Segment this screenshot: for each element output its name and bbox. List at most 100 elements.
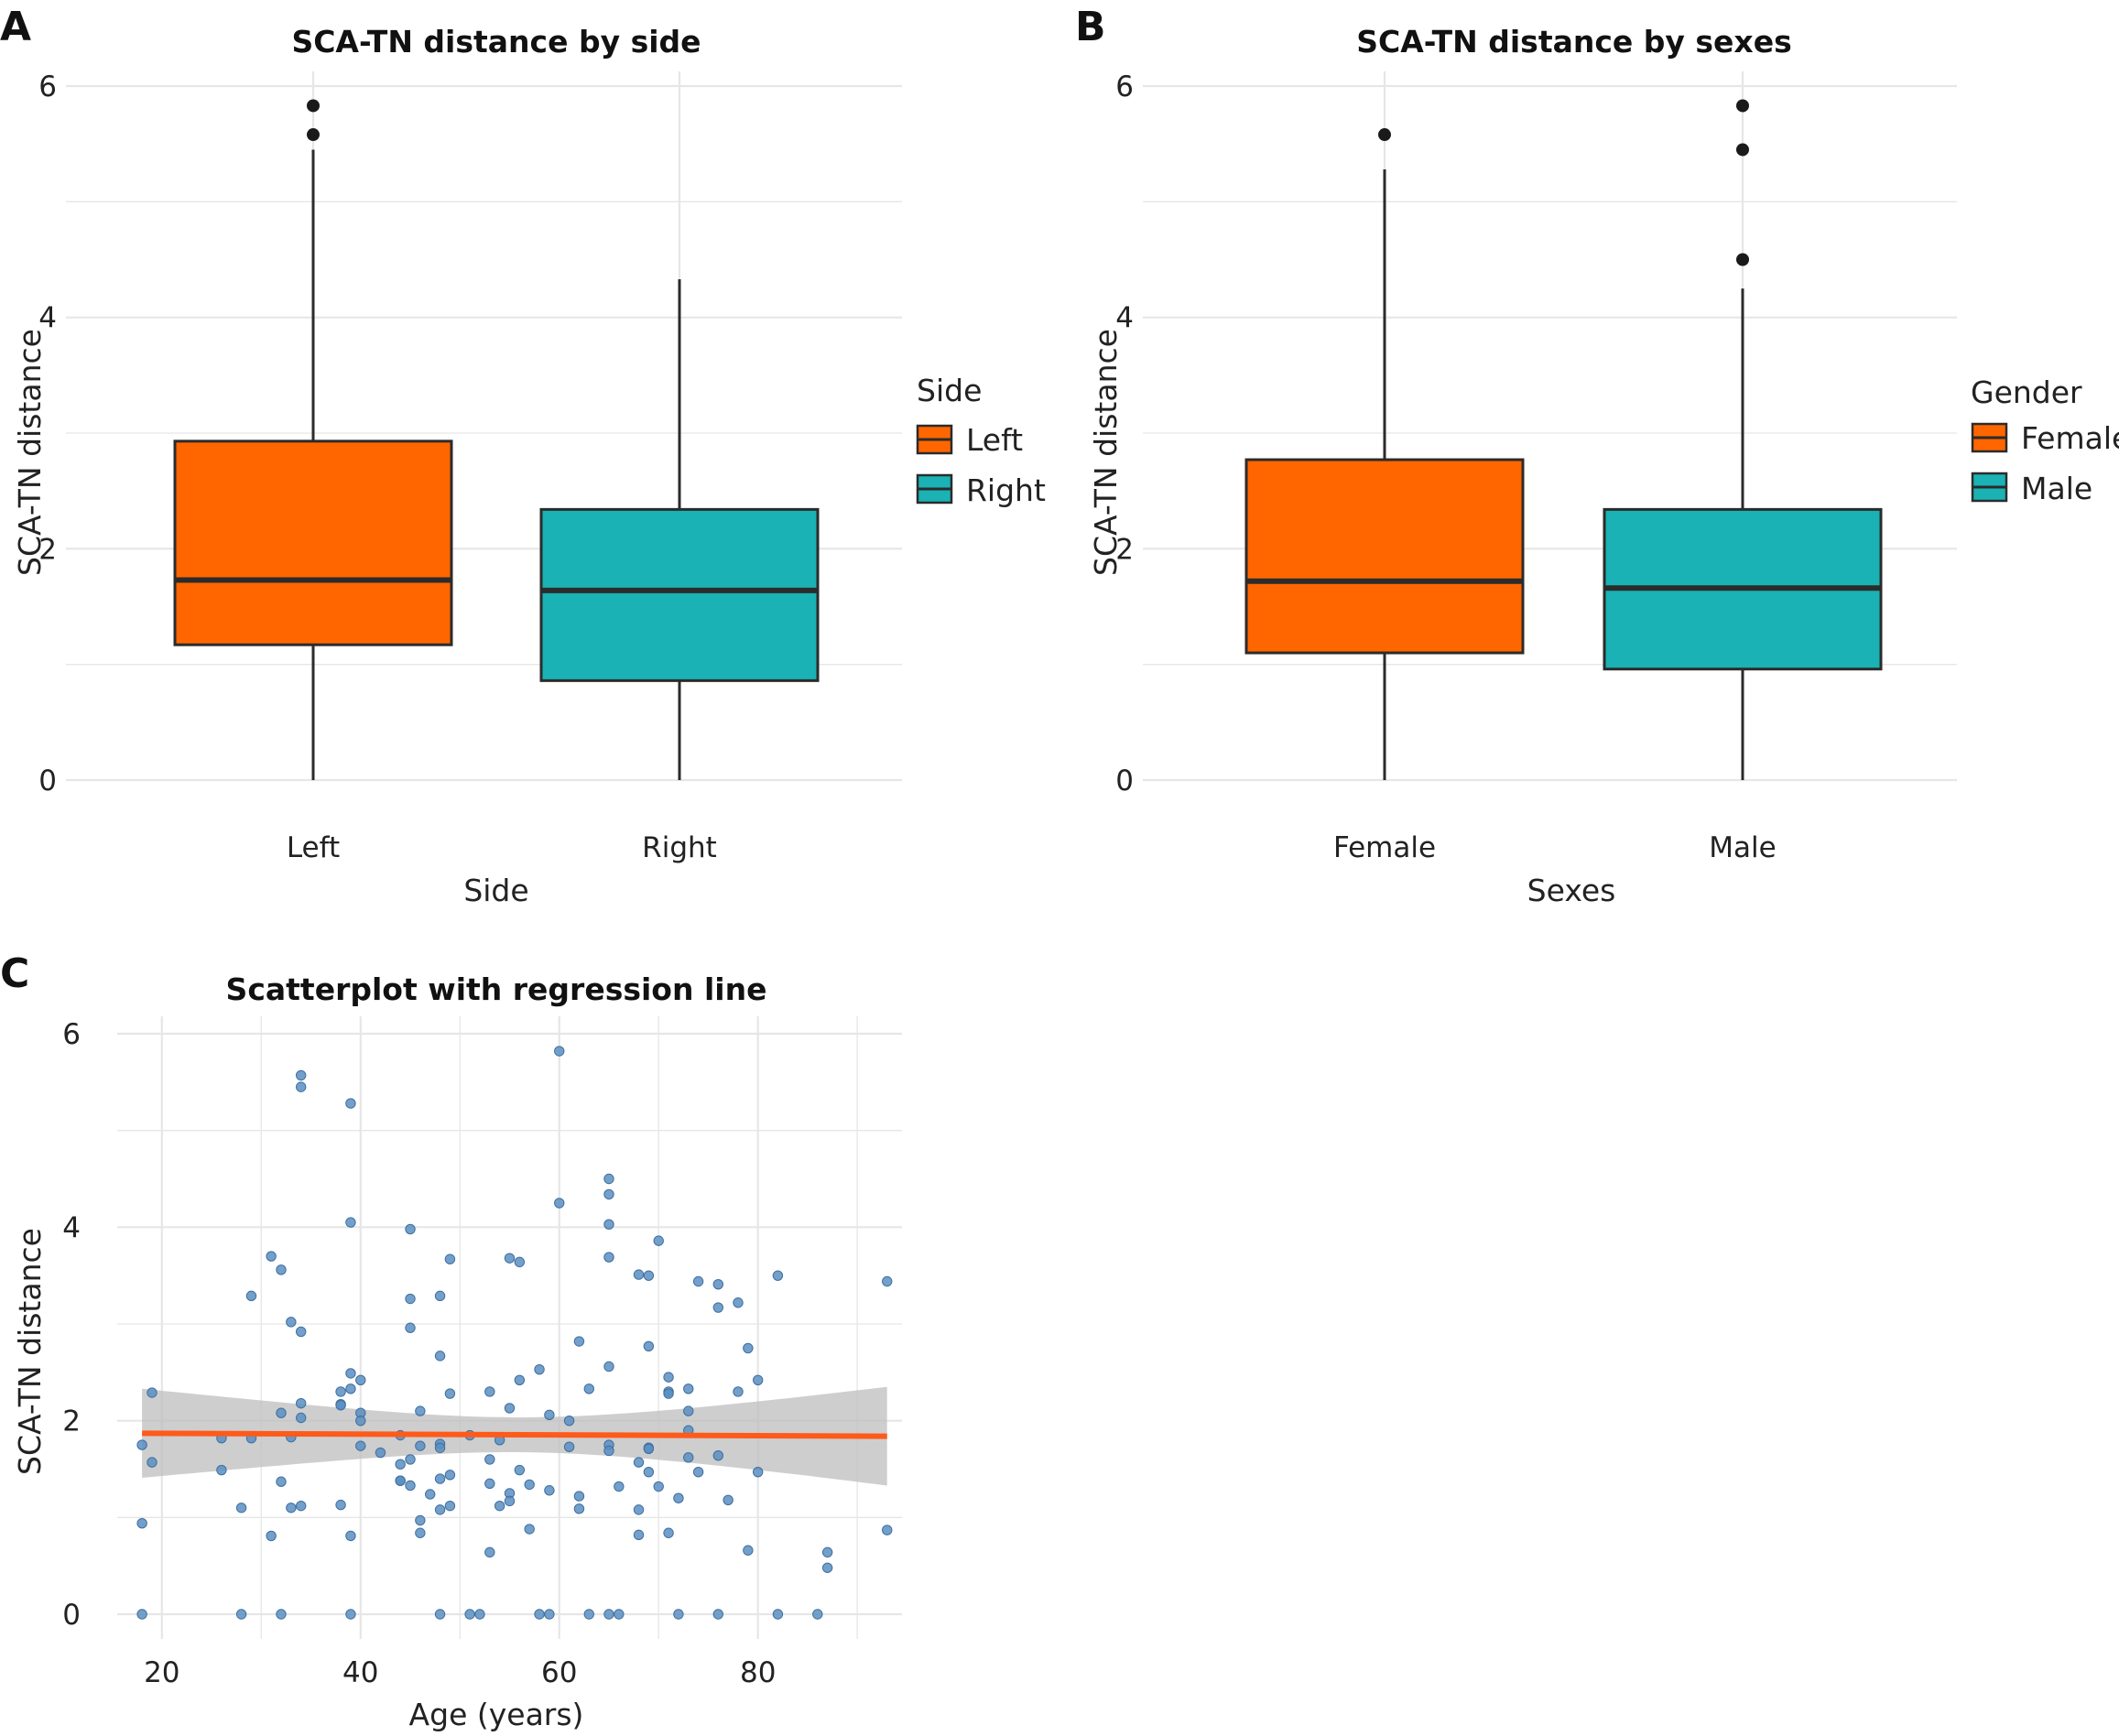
panel-b-legend-label-male: Male bbox=[2021, 471, 2092, 506]
c-point-119 bbox=[663, 1372, 674, 1383]
c-point-111 bbox=[633, 1529, 645, 1541]
c-point-68 bbox=[474, 1609, 485, 1620]
panel-c-scatterplot: C Scatterplot with regression line 0246 … bbox=[0, 950, 902, 1732]
c-point-98 bbox=[603, 1173, 614, 1185]
c-point-1 bbox=[136, 1439, 147, 1450]
panel-b-legend: Gender Female Male bbox=[1971, 374, 2119, 506]
a-x-tick-right: Right bbox=[642, 831, 717, 864]
c-point-8 bbox=[235, 1609, 247, 1620]
c-point-144 bbox=[812, 1609, 823, 1620]
b-y-tick-6: 6 bbox=[1115, 71, 1134, 103]
c-point-44 bbox=[395, 1475, 406, 1486]
c-point-4 bbox=[147, 1457, 158, 1468]
panel-b-x-tick-labels: Female Male bbox=[1333, 831, 1777, 864]
b-x-tick-male: Male bbox=[1709, 831, 1776, 864]
b-female-box bbox=[1244, 458, 1525, 655]
panel-b-boxplot-by-sex: B SCA-TN distance by sexes 0 2 4 6 Female Ma… bbox=[1075, 4, 2119, 908]
c-point-36 bbox=[355, 1374, 366, 1385]
c-point-96 bbox=[583, 1383, 594, 1394]
b-male-outlier-1 bbox=[1736, 143, 1749, 157]
c-point-11 bbox=[266, 1251, 277, 1262]
c-point-134 bbox=[712, 1609, 724, 1620]
c-y-tick-6: 6 bbox=[62, 1018, 81, 1051]
c-point-141 bbox=[753, 1466, 764, 1478]
panel-c-x-axis-label: Age (years) bbox=[409, 1697, 584, 1732]
c-point-24 bbox=[295, 1412, 307, 1424]
c-point-106 bbox=[614, 1481, 625, 1492]
panel-a-boxes bbox=[173, 99, 820, 780]
c-point-92 bbox=[563, 1441, 575, 1452]
c-point-2 bbox=[136, 1517, 147, 1529]
c-point-112 bbox=[643, 1270, 655, 1281]
c-point-129 bbox=[692, 1275, 704, 1287]
c-point-47 bbox=[405, 1223, 416, 1235]
c-point-117 bbox=[653, 1235, 664, 1246]
c-point-12 bbox=[266, 1530, 277, 1542]
panel-b-y-tick-labels: 0 2 4 6 bbox=[1115, 71, 1134, 797]
c-point-49 bbox=[405, 1322, 416, 1333]
c-point-80 bbox=[514, 1374, 526, 1385]
c-point-64 bbox=[444, 1470, 456, 1481]
c-point-55 bbox=[434, 1290, 446, 1302]
c-point-82 bbox=[524, 1479, 535, 1491]
c-point-53 bbox=[415, 1527, 426, 1538]
c-point-85 bbox=[534, 1609, 545, 1620]
c-x-tick-40: 40 bbox=[342, 1656, 378, 1689]
c-point-100 bbox=[603, 1219, 614, 1230]
c-point-139 bbox=[743, 1545, 754, 1556]
c-point-58 bbox=[434, 1442, 446, 1453]
a-left-outlier-0 bbox=[307, 128, 320, 142]
panel-a-legend-label-right: Right bbox=[966, 472, 1046, 508]
c-point-26 bbox=[335, 1386, 346, 1397]
c-point-14 bbox=[276, 1476, 287, 1487]
panel-a-legend-title: Side bbox=[917, 373, 982, 408]
c-point-142 bbox=[772, 1270, 784, 1281]
c-point-29 bbox=[335, 1499, 346, 1511]
panel-b-gridlines bbox=[1143, 71, 1957, 782]
panel-c-gridlines bbox=[117, 1016, 902, 1639]
a-left-box bbox=[173, 439, 453, 646]
panel-b-legend-keys bbox=[1971, 422, 2008, 503]
c-point-15 bbox=[276, 1407, 287, 1418]
c-point-23 bbox=[295, 1397, 307, 1409]
b-male-outlier-2 bbox=[1736, 99, 1749, 113]
c-point-33 bbox=[345, 1217, 356, 1228]
c-point-99 bbox=[603, 1188, 614, 1200]
b-y-tick-0: 0 bbox=[1115, 765, 1134, 797]
c-point-88 bbox=[544, 1609, 555, 1620]
panel-c-title: Scatterplot with regression line bbox=[226, 971, 767, 1007]
c-point-75 bbox=[504, 1253, 516, 1264]
c-y-tick-0: 0 bbox=[62, 1599, 81, 1632]
c-point-76 bbox=[504, 1403, 516, 1414]
c-point-38 bbox=[355, 1415, 366, 1427]
a-y-tick-0: 0 bbox=[38, 765, 57, 797]
c-point-84 bbox=[534, 1363, 545, 1375]
b-male-outlier-0 bbox=[1736, 253, 1749, 266]
c-point-21 bbox=[295, 1081, 307, 1092]
c-point-78 bbox=[504, 1495, 516, 1507]
c-point-132 bbox=[712, 1302, 724, 1313]
c-point-69 bbox=[484, 1386, 495, 1397]
c-point-72 bbox=[484, 1546, 495, 1558]
c-point-54 bbox=[425, 1489, 436, 1500]
c-point-32 bbox=[345, 1098, 356, 1109]
c-point-118 bbox=[653, 1481, 664, 1492]
c-point-126 bbox=[683, 1405, 694, 1416]
c-point-19 bbox=[286, 1317, 297, 1328]
c-point-137 bbox=[733, 1386, 744, 1397]
c-point-140 bbox=[753, 1374, 764, 1385]
c-point-109 bbox=[633, 1457, 645, 1468]
panel-c-y-tick-labels: 0 2 4 6 bbox=[62, 1018, 81, 1632]
panel-a-y-tick-labels: 0 2 4 6 bbox=[38, 71, 57, 797]
c-point-62 bbox=[444, 1253, 456, 1264]
c-point-60 bbox=[434, 1504, 446, 1515]
panel-a-boxplot-by-side: A SCA-TN distance by side 0 2 4 6 Left Right… bbox=[0, 4, 1046, 908]
a-y-tick-2: 2 bbox=[38, 533, 57, 566]
c-point-48 bbox=[405, 1293, 416, 1305]
c-point-130 bbox=[692, 1466, 704, 1478]
c-point-89 bbox=[554, 1046, 565, 1057]
c-point-63 bbox=[444, 1388, 456, 1399]
panel-b-boxes bbox=[1244, 99, 1883, 780]
c-point-45 bbox=[405, 1454, 416, 1465]
panel-c-x-tick-labels: 20 40 60 80 bbox=[144, 1656, 776, 1689]
